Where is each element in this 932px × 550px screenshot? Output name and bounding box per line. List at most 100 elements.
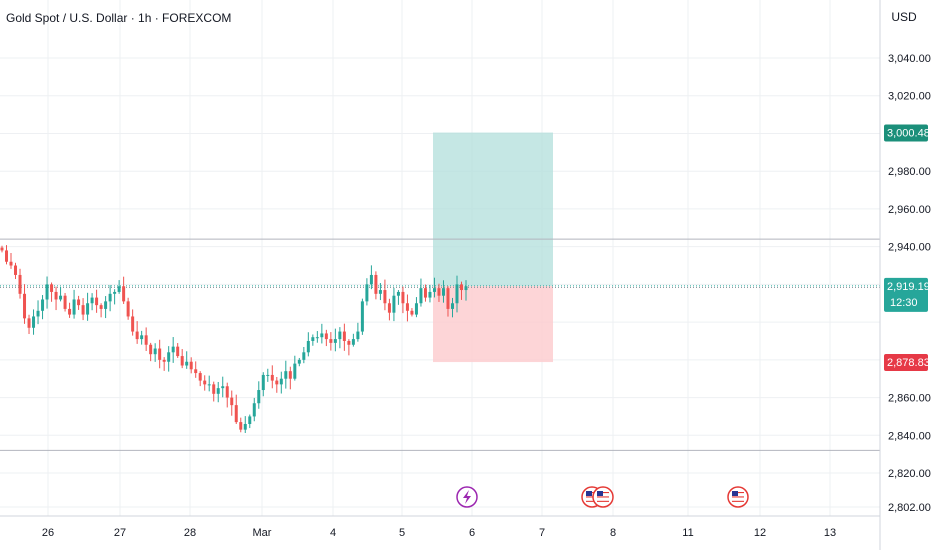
candle-body [207,384,211,386]
candle-body [122,286,126,302]
candle-body [428,291,432,298]
candle-body [306,340,310,353]
candle-body [189,361,193,370]
time-tick-label: 28 [184,527,196,539]
price-tick-label: 2,960.00 [888,204,931,216]
bolt-shape [463,490,471,504]
time-tick-label: 11 [682,527,693,539]
price-tick-label: 2,802.00 [888,502,931,514]
bolt-icon[interactable] [456,486,478,508]
candle-body [369,274,373,285]
candle-body [446,288,450,309]
flag-stripe [732,498,744,500]
candle-body [392,295,396,313]
time-axis[interactable]: 26 27 28 Mar 4 5 6 7 8 11 12 13 [42,527,836,539]
candle-body [171,346,175,353]
candle-body [378,290,382,294]
time-tick-label: 12 [754,527,766,539]
candle-body [266,374,270,376]
candle-body [257,390,261,404]
candle-body [0,247,4,251]
event-markers [456,486,749,508]
candle-body [117,286,121,292]
candle-body [288,371,292,379]
candle-body [270,374,274,381]
candle-body [225,386,229,398]
time-tick-label: 27 [114,527,126,539]
candle-body [342,331,346,341]
time-tick-label: 8 [610,527,616,539]
candle-body [248,416,252,424]
candle-body [320,333,324,338]
flag-stripe [586,500,598,502]
candle-body [54,291,58,300]
currency-selector[interactable]: USD [891,10,917,24]
price-tick-label: 2,840.00 [888,430,931,442]
stop-price-badge: 2,878.83 [887,357,930,369]
long-position-tool[interactable] [433,132,553,363]
candle-body [423,288,427,298]
candle-body [153,348,157,355]
candle-body [459,284,463,291]
candle-body [419,288,423,304]
candlestick-series [0,245,468,433]
candle-body [297,359,301,364]
stop-zone[interactable] [433,285,553,363]
time-tick-label: 4 [330,527,336,539]
flag-stripe [597,498,609,500]
candle-body [194,369,198,374]
candle-body [437,288,441,296]
current-price-badge: 2,919.19 [887,281,930,293]
flag-stripe [586,498,598,500]
candle-body [450,303,454,309]
candle-body [32,316,36,328]
candle-body [81,305,85,315]
candle-body [432,288,436,292]
candle-body [275,380,279,385]
time-tick-label: 26 [42,527,54,539]
candle-body [180,356,184,366]
price-tick-label: 2,940.00 [888,242,931,254]
time-tick-label: 7 [539,527,545,539]
candle-body [9,261,13,266]
flag-stripe [586,496,598,498]
candle-body [234,405,238,423]
candle-body [5,250,9,262]
candle-body [72,299,76,315]
candle-body [50,284,54,292]
horizontal-lines [0,238,880,451]
candle-body [99,305,103,309]
candle-body [252,403,256,417]
candle-body [59,295,63,300]
flag-canton [732,491,738,496]
candle-body [162,359,166,362]
candle-body [351,339,355,345]
flag-canton [586,491,592,496]
candle-body [315,337,319,339]
target-zone[interactable] [433,132,553,286]
candle-body [140,335,144,340]
us-flag-icon[interactable] [727,486,749,508]
price-countdown: 12:30 [890,297,918,309]
candle-body [221,386,225,389]
candle-body [167,352,171,362]
candle-body [239,422,243,430]
candle-body [324,333,328,340]
candle-body [401,291,405,304]
us-flag-icon[interactable] [592,486,614,508]
stop-price-badge-bg [884,354,928,372]
candle-body [144,335,148,345]
candle-body [45,284,49,300]
candle-body [176,346,180,357]
price-axis[interactable]: 3,040.00 3,020.00 2,980.00 2,960.00 2,940.00… [888,53,931,514]
current-price-badge-bg [884,277,928,312]
candle-body [86,303,90,315]
flag-stripe [732,496,744,498]
candle-body [63,295,67,309]
candle-body [216,388,220,394]
candle-body [410,310,414,315]
candle-body [396,291,400,296]
candle-body [338,331,342,340]
candle-body [14,265,18,275]
